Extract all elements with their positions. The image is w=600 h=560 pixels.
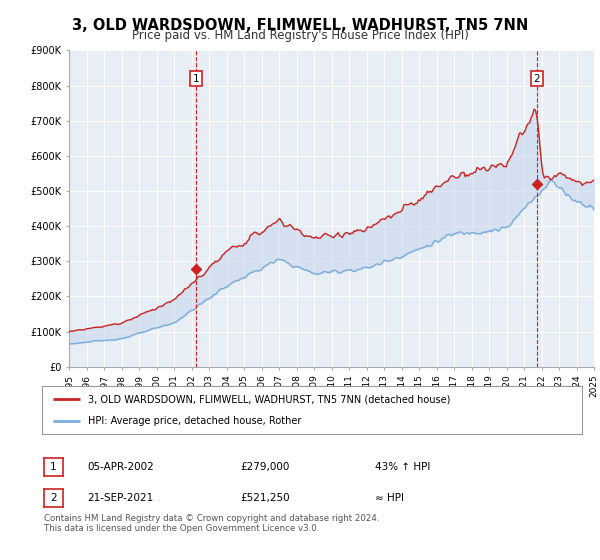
Text: 21-SEP-2021: 21-SEP-2021 xyxy=(87,493,153,503)
Text: 2: 2 xyxy=(50,493,57,503)
Text: HPI: Average price, detached house, Rother: HPI: Average price, detached house, Roth… xyxy=(88,416,301,426)
Text: 05-APR-2002: 05-APR-2002 xyxy=(87,462,154,472)
Text: £279,000: £279,000 xyxy=(240,462,289,472)
Text: 43% ↑ HPI: 43% ↑ HPI xyxy=(375,462,430,472)
Text: 3, OLD WARDSDOWN, FLIMWELL, WADHURST, TN5 7NN (detached house): 3, OLD WARDSDOWN, FLIMWELL, WADHURST, TN… xyxy=(88,394,450,404)
Text: Price paid vs. HM Land Registry's House Price Index (HPI): Price paid vs. HM Land Registry's House … xyxy=(131,29,469,42)
Text: Contains HM Land Registry data © Crown copyright and database right 2024.
This d: Contains HM Land Registry data © Crown c… xyxy=(44,514,379,533)
Text: £521,250: £521,250 xyxy=(240,493,290,503)
Text: ≈ HPI: ≈ HPI xyxy=(375,493,404,503)
Text: 3, OLD WARDSDOWN, FLIMWELL, WADHURST, TN5 7NN: 3, OLD WARDSDOWN, FLIMWELL, WADHURST, TN… xyxy=(72,18,528,33)
Text: 1: 1 xyxy=(50,462,57,472)
Text: 2: 2 xyxy=(533,73,540,83)
Text: 1: 1 xyxy=(193,73,200,83)
